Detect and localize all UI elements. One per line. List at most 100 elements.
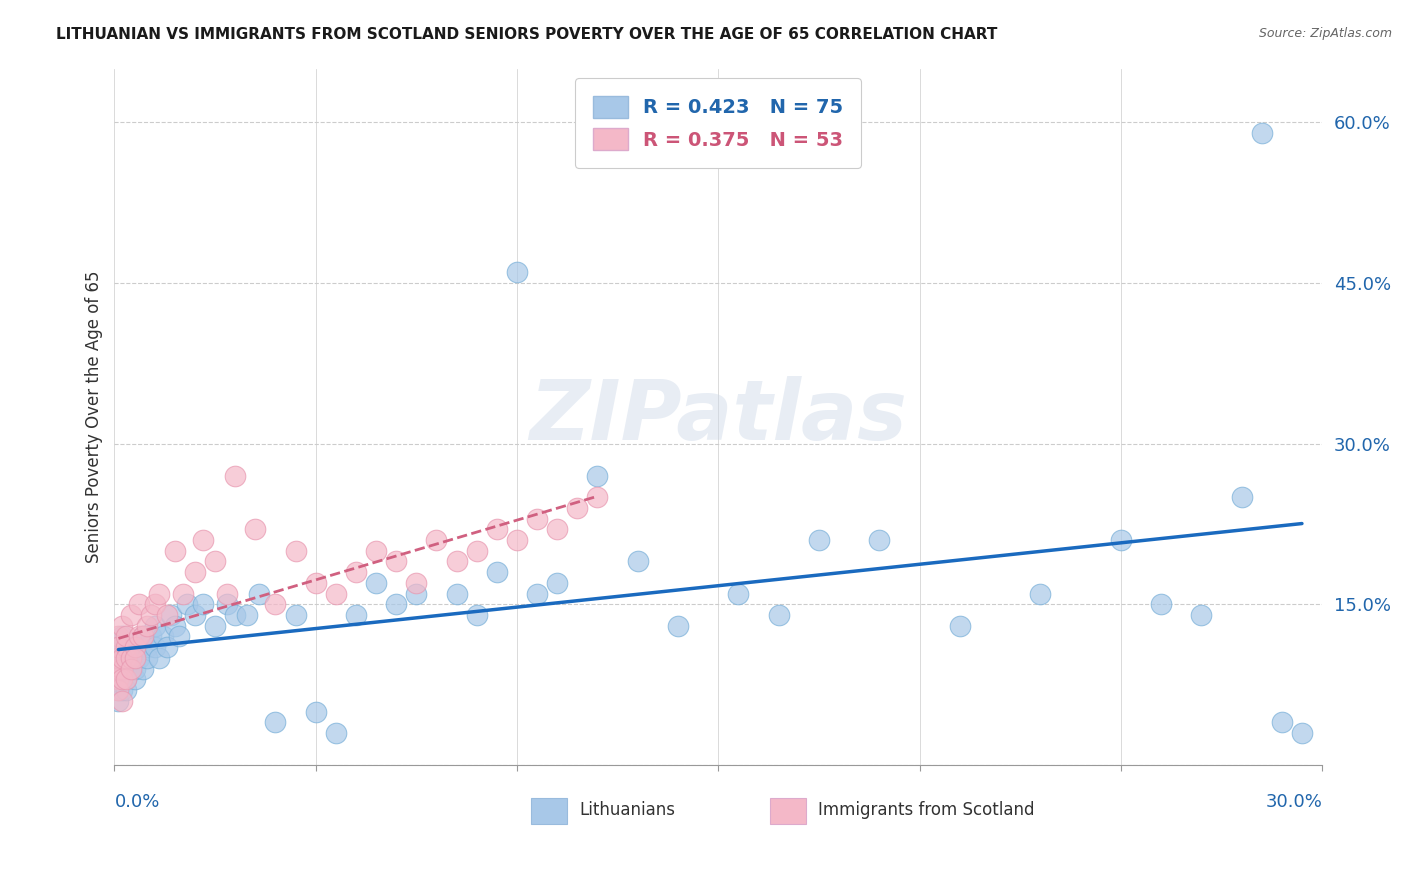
Point: [184, 608, 207, 623]
Point: [627, 554, 650, 568]
Point: [586, 490, 609, 504]
Point: [586, 468, 609, 483]
Point: [152, 630, 174, 644]
Text: 0.0%: 0.0%: [114, 793, 160, 811]
Point: [135, 651, 157, 665]
Point: [120, 662, 142, 676]
Point: [107, 651, 129, 665]
Point: [124, 662, 146, 676]
Point: [727, 587, 749, 601]
Point: [364, 543, 387, 558]
Point: [364, 575, 387, 590]
Point: [485, 522, 508, 536]
Point: [124, 673, 146, 687]
Point: [107, 662, 129, 676]
Point: [143, 640, 166, 655]
Point: [124, 651, 146, 665]
Point: [111, 683, 134, 698]
Point: [111, 694, 134, 708]
Point: [526, 511, 548, 525]
Point: [120, 608, 142, 623]
Point: [111, 662, 134, 676]
Point: [204, 554, 226, 568]
Point: [131, 662, 153, 676]
Point: [131, 630, 153, 644]
Point: [107, 683, 129, 698]
Point: [111, 651, 134, 665]
Point: [425, 533, 447, 547]
Point: [107, 662, 129, 676]
Point: [1271, 715, 1294, 730]
Point: [120, 662, 142, 676]
Point: [1150, 598, 1173, 612]
Point: [128, 630, 150, 644]
Point: [148, 651, 170, 665]
Point: [128, 640, 150, 655]
Point: [465, 543, 488, 558]
Point: [107, 630, 129, 644]
Point: [107, 683, 129, 698]
Point: [405, 575, 427, 590]
Point: [115, 673, 138, 687]
Point: [115, 651, 138, 665]
Point: [128, 598, 150, 612]
Point: [184, 565, 207, 579]
Point: [139, 630, 162, 644]
Point: [163, 619, 186, 633]
Point: [191, 533, 214, 547]
Point: [111, 640, 134, 655]
Text: Source: ZipAtlas.com: Source: ZipAtlas.com: [1258, 27, 1392, 40]
Point: [120, 651, 142, 665]
Point: [949, 619, 972, 633]
Point: [526, 587, 548, 601]
Point: [159, 608, 181, 623]
Point: [446, 554, 468, 568]
Point: [115, 630, 138, 644]
Point: [191, 598, 214, 612]
Point: [148, 587, 170, 601]
Point: [131, 630, 153, 644]
Point: [107, 673, 129, 687]
Point: [465, 608, 488, 623]
Point: [128, 651, 150, 665]
Point: [143, 619, 166, 633]
Point: [172, 587, 194, 601]
Point: [385, 554, 408, 568]
Point: [139, 608, 162, 623]
Point: [245, 522, 267, 536]
Point: [124, 651, 146, 665]
Point: [546, 522, 568, 536]
Point: [305, 705, 328, 719]
Point: [120, 651, 142, 665]
Point: [111, 651, 134, 665]
Point: [143, 598, 166, 612]
Point: [120, 640, 142, 655]
Point: [236, 608, 259, 623]
Point: [405, 587, 427, 601]
Point: [217, 587, 239, 601]
Text: ZIPatlas: ZIPatlas: [529, 376, 907, 458]
Y-axis label: Seniors Poverty Over the Age of 65: Seniors Poverty Over the Age of 65: [86, 270, 103, 563]
Point: [325, 587, 347, 601]
FancyBboxPatch shape: [770, 797, 807, 824]
Point: [217, 598, 239, 612]
Point: [264, 715, 287, 730]
Point: [111, 662, 134, 676]
Point: [666, 619, 689, 633]
Point: [768, 608, 790, 623]
Text: LITHUANIAN VS IMMIGRANTS FROM SCOTLAND SENIORS POVERTY OVER THE AGE OF 65 CORREL: LITHUANIAN VS IMMIGRANTS FROM SCOTLAND S…: [56, 27, 998, 42]
Point: [506, 533, 529, 547]
Point: [115, 683, 138, 698]
Text: 30.0%: 30.0%: [1265, 793, 1322, 811]
Point: [868, 533, 890, 547]
Point: [264, 598, 287, 612]
Point: [1189, 608, 1212, 623]
Point: [111, 630, 134, 644]
Point: [385, 598, 408, 612]
Point: [344, 565, 367, 579]
Legend: R = 0.423   N = 75, R = 0.375   N = 53: R = 0.423 N = 75, R = 0.375 N = 53: [575, 78, 860, 168]
Point: [115, 662, 138, 676]
Point: [1291, 726, 1313, 740]
Point: [111, 619, 134, 633]
Point: [807, 533, 830, 547]
